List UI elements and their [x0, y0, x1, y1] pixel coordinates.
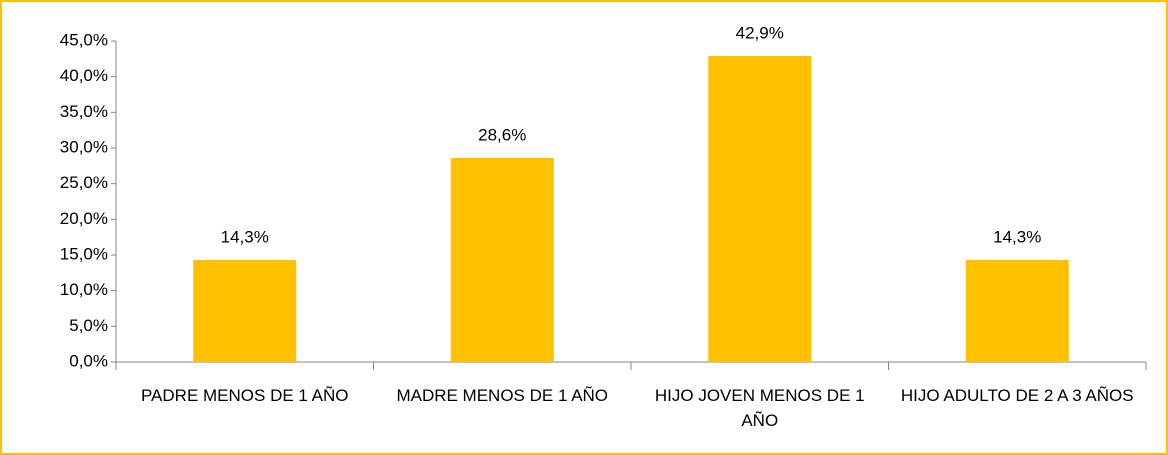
bar — [193, 259, 297, 362]
y-tick-label: 40,0% — [60, 66, 108, 85]
data-label: 14,3% — [993, 227, 1041, 246]
x-tick-label: MADRE MENOS DE 1 AÑO — [396, 386, 609, 405]
x-tick-label: PADRE MENOS DE 1 AÑO — [140, 386, 349, 405]
bar — [450, 157, 554, 362]
y-tick-label: 15,0% — [60, 244, 108, 263]
y-tick-label: 35,0% — [60, 102, 108, 121]
data-label: 28,6% — [478, 125, 526, 144]
y-tick-label: 45,0% — [60, 30, 108, 49]
y-tick-label: 0,0% — [69, 351, 108, 370]
y-tick-label: 30,0% — [60, 137, 108, 156]
y-tick-label: 10,0% — [60, 280, 108, 299]
y-tick-label: 25,0% — [60, 173, 108, 192]
bar — [708, 55, 812, 362]
y-tick-label: 5,0% — [69, 316, 108, 335]
bar — [965, 259, 1069, 362]
x-tick-label: HIJO ADULTO DE 2 A 3 AÑOS — [900, 386, 1134, 405]
x-tick-label: HIJO JOVEN MENOS DE 1 AÑO — [654, 386, 865, 430]
data-label: 14,3% — [221, 227, 269, 246]
y-tick-label: 20,0% — [60, 209, 108, 228]
data-label: 42,9% — [736, 23, 784, 42]
